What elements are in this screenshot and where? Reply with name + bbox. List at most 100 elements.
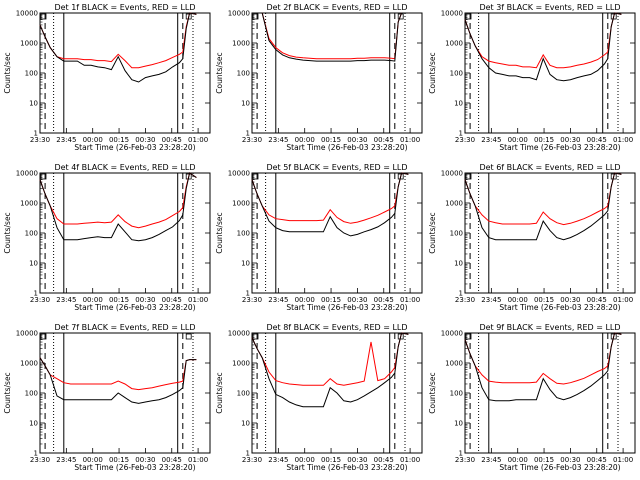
x-tick-label: 00:00 — [83, 456, 103, 464]
series-lld-line — [39, 172, 197, 229]
chart-panel-4: Det 4f BLACK = Events, RED = LLD 1 10 100 10… — [3, 163, 211, 312]
flag-marker — [252, 333, 259, 340]
flag-marker — [465, 173, 472, 180]
flag-marker — [610, 13, 617, 20]
x-tick-label: 23:45 — [481, 456, 501, 464]
plot-frame — [251, 12, 423, 134]
x-tick-label: 00:30 — [560, 456, 580, 464]
x-tick-label: 23:45 — [56, 296, 76, 304]
x-tick-label: 00:00 — [508, 296, 528, 304]
flag-marker — [40, 173, 47, 180]
series-lld-line — [252, 12, 409, 60]
chart-title: Det 2f BLACK = Events, RED = LLD — [266, 3, 407, 12]
chart-panel-8: Det 8f BLACK = Events, RED = LLD 1 10 100 10… — [215, 323, 423, 472]
x-tick-label: 00:15 — [321, 136, 341, 144]
x-tick-label: 23:30 — [242, 456, 262, 464]
x-tick-label: 01:00 — [613, 456, 633, 464]
y-tick-label: 10 — [241, 420, 250, 428]
y-tick-label: 10 — [29, 100, 38, 108]
flag-marker — [252, 13, 259, 20]
x-tick-label: 01:00 — [400, 296, 420, 304]
x-tick-label: 23:45 — [268, 136, 288, 144]
y-tick-label: 1000 — [20, 40, 38, 48]
flag-marker — [465, 13, 472, 20]
y-tick-label: 1000 — [232, 40, 250, 48]
x-axis-label: Start Time (26-Feb-03 23:28:20) — [499, 143, 620, 152]
y-tick-label: 1 — [246, 450, 250, 458]
plot-frame — [464, 332, 636, 454]
y-tick-label: 10 — [29, 420, 38, 428]
x-tick-label: 23:45 — [56, 456, 76, 464]
series-events-line — [464, 332, 622, 402]
y-tick-label: 10000 — [441, 170, 463, 178]
x-tick-label: 01:00 — [613, 136, 633, 144]
x-tick-label: 00:45 — [587, 296, 607, 304]
x-tick-label: 01:00 — [613, 296, 633, 304]
x-tick-label: 01:00 — [400, 136, 420, 144]
y-tick-label: 1000 — [232, 200, 250, 208]
x-tick-label: 23:30 — [455, 296, 475, 304]
series-events-line — [464, 12, 622, 82]
chart-title: Det 6f BLACK = Events, RED = LLD — [479, 163, 620, 172]
series-events-line — [251, 172, 409, 237]
x-tick-label: 00:45 — [587, 136, 607, 144]
y-tick-label: 100 — [450, 230, 463, 238]
x-tick-label: 01:00 — [188, 456, 208, 464]
y-tick-label: 10000 — [228, 330, 250, 338]
x-tick-label: 23:30 — [30, 456, 50, 464]
x-axis-label: Start Time (26-Feb-03 23:28:20) — [286, 143, 407, 152]
y-tick-label: 100 — [25, 390, 38, 398]
y-tick-label: 10 — [454, 260, 463, 268]
x-tick-label: 00:15 — [109, 136, 129, 144]
x-tick-label: 23:30 — [455, 456, 475, 464]
series-events-line — [39, 172, 197, 242]
flag-marker — [40, 13, 47, 20]
y-axis-label: Counts/sec — [428, 52, 437, 93]
series-events-line — [39, 357, 197, 404]
series-lld-line — [251, 172, 409, 224]
y-tick-label: 1 — [246, 290, 250, 298]
y-tick-label: 1 — [34, 290, 38, 298]
y-tick-label: 10000 — [441, 330, 463, 338]
y-tick-label: 1000 — [445, 200, 463, 208]
y-tick-label: 10 — [241, 100, 250, 108]
flag-marker — [610, 333, 617, 340]
y-tick-label: 100 — [450, 390, 463, 398]
x-axis-label: Start Time (26-Feb-03 23:28:20) — [74, 143, 195, 152]
x-tick-label: 00:15 — [534, 136, 554, 144]
y-tick-label: 1 — [34, 130, 38, 138]
y-tick-label: 100 — [237, 390, 250, 398]
series-lld-line — [464, 172, 622, 226]
x-tick-label: 23:45 — [481, 136, 501, 144]
flag-marker — [185, 333, 192, 340]
x-tick-label: 23:45 — [481, 296, 501, 304]
y-tick-label: 10000 — [16, 10, 38, 18]
x-axis-label: Start Time (26-Feb-03 23:28:20) — [286, 463, 407, 472]
y-tick-label: 10000 — [228, 10, 250, 18]
x-tick-label: 00:00 — [83, 136, 103, 144]
flag-marker — [397, 173, 404, 180]
x-tick-label: 00:45 — [374, 136, 394, 144]
x-tick-label: 00:15 — [321, 296, 341, 304]
y-tick-label: 10 — [454, 420, 463, 428]
x-tick-label: 00:00 — [295, 136, 315, 144]
chart-title: Det 8f BLACK = Events, RED = LLD — [266, 323, 407, 332]
x-tick-label: 00:15 — [534, 456, 554, 464]
x-axis-label: Start Time (26-Feb-03 23:28:20) — [74, 303, 195, 312]
x-tick-label: 23:30 — [242, 296, 262, 304]
x-tick-label: 00:00 — [508, 456, 528, 464]
x-tick-label: 23:45 — [268, 296, 288, 304]
y-tick-label: 10000 — [228, 170, 250, 178]
plot-frame — [251, 172, 423, 294]
y-tick-label: 1 — [34, 450, 38, 458]
series-lld-line — [251, 332, 409, 386]
y-axis-label: Counts/sec — [215, 52, 224, 93]
y-tick-label: 100 — [25, 70, 38, 78]
x-tick-label: 00:45 — [162, 296, 182, 304]
series-lld-line — [39, 12, 197, 69]
y-axis-label: Counts/sec — [215, 372, 224, 413]
chart-panel-7: Det 7f BLACK = Events, RED = LLD 1 10 100 10… — [3, 323, 211, 472]
series-events-line — [464, 172, 622, 241]
x-tick-label: 23:45 — [56, 136, 76, 144]
